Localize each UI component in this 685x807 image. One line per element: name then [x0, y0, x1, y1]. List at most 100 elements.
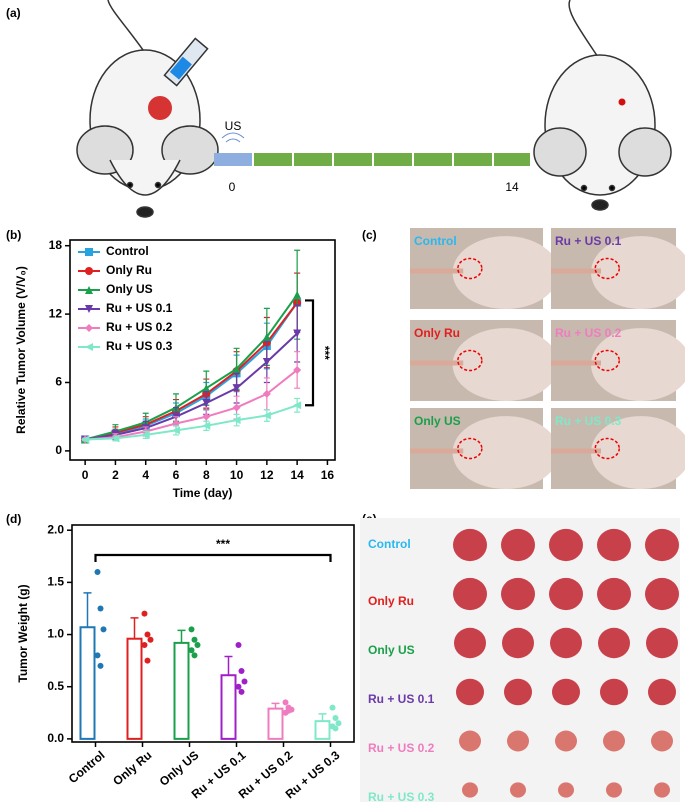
tail	[551, 360, 601, 366]
tumor	[651, 730, 673, 752]
data-point	[191, 636, 198, 643]
tumor	[504, 678, 532, 706]
panel-label: (a)	[6, 6, 21, 20]
bar	[126, 637, 143, 740]
tumor-label: Ru + US 0.2	[368, 741, 435, 755]
data-point	[97, 605, 104, 612]
x-tick-label: 2	[112, 468, 119, 482]
legend-label: Ru + US 0.3	[106, 339, 173, 353]
tumor-label: Control	[368, 537, 411, 551]
data-point	[238, 688, 245, 695]
tumor	[459, 730, 481, 752]
panel-label: (b)	[6, 228, 21, 242]
y-tick-label: 12	[49, 306, 63, 320]
tumor	[453, 577, 487, 611]
x-tick-label: 14	[290, 468, 304, 482]
y-tick-label: 0	[55, 443, 62, 457]
data-point	[335, 720, 342, 727]
tumor	[549, 577, 583, 611]
significance-label: ***	[216, 537, 230, 551]
tumor	[597, 528, 631, 562]
tumor	[648, 678, 676, 706]
legend-marker	[85, 248, 93, 256]
series-line	[85, 369, 298, 441]
tail	[410, 448, 464, 454]
x-tick-label: 12	[260, 468, 274, 482]
tumor-label: Ru + US 0.3	[368, 790, 435, 804]
mouse-body	[591, 416, 685, 489]
marker	[232, 403, 241, 412]
tumor-outline	[594, 257, 620, 280]
legend-marker	[85, 324, 93, 332]
x-tick-label: Only Ru	[110, 748, 154, 788]
data-point	[144, 657, 151, 664]
marker	[202, 384, 211, 393]
x-tick-label: 8	[203, 468, 210, 482]
tumor	[453, 528, 487, 562]
marker	[232, 364, 241, 373]
legend-marker	[85, 343, 93, 351]
tumor	[507, 730, 529, 752]
tumor	[550, 627, 582, 659]
tail	[410, 268, 464, 274]
y-tick-label: 6	[55, 375, 62, 389]
tumor	[462, 782, 478, 798]
series-line	[85, 404, 298, 441]
y-tick-label: 1.0	[47, 627, 64, 641]
plot-frame	[71, 524, 355, 743]
data-point	[188, 626, 195, 633]
x-tick-label: Control	[66, 748, 108, 786]
legend-marker	[85, 267, 93, 275]
data-point	[141, 610, 148, 617]
timeline-start: 0	[229, 180, 236, 194]
series-line	[84, 294, 298, 441]
significance-bracket	[94, 553, 332, 562]
data-point	[94, 652, 101, 659]
mouse-left	[76, 0, 219, 218]
data-point	[332, 715, 339, 722]
legend-label: Ru + US 0.2	[106, 320, 173, 334]
timeline	[214, 132, 530, 166]
bar	[267, 707, 284, 740]
mouse-right	[533, 0, 672, 211]
x-tick-label: 6	[173, 468, 180, 482]
y-tick-label: 1.5	[47, 575, 64, 589]
tumor-label: Ru + US 0.1	[368, 692, 435, 706]
y-tick-label: 18	[49, 238, 63, 252]
tumor-panel: Control Only Ru Only US Ru + US 0.1 Ru + US …	[360, 518, 680, 804]
marker	[262, 389, 271, 398]
legend-label: Only Ru	[106, 263, 152, 277]
tail	[410, 360, 464, 366]
tumor	[645, 528, 679, 562]
tumor	[654, 782, 670, 798]
data-point	[191, 652, 198, 659]
data-point	[329, 704, 336, 711]
tumor	[600, 678, 628, 706]
marker	[202, 421, 211, 430]
bar	[220, 674, 237, 740]
marker	[111, 434, 120, 443]
mouse-body	[452, 328, 559, 401]
mouse-body	[452, 416, 559, 489]
mouse-body	[591, 328, 685, 401]
marker	[293, 290, 302, 299]
y-axis-label: Relative Tumor Volume (V/V₀)	[14, 266, 28, 434]
panel-label: (d)	[6, 512, 21, 526]
marker	[172, 426, 180, 435]
data-point	[97, 662, 104, 669]
photo-label: Only US	[414, 414, 461, 428]
marker	[262, 357, 271, 366]
marker	[262, 332, 271, 341]
bar	[173, 641, 190, 740]
series-line	[84, 302, 298, 441]
tumor	[552, 678, 580, 706]
error-bar	[224, 655, 233, 676]
data-point	[147, 636, 154, 643]
tumor	[558, 782, 574, 798]
tumor	[646, 627, 678, 659]
y-tick-label: 0.5	[47, 679, 64, 693]
photo-label: Ru + US 0.1	[555, 234, 622, 248]
marker	[293, 401, 302, 410]
tumor	[555, 730, 577, 752]
